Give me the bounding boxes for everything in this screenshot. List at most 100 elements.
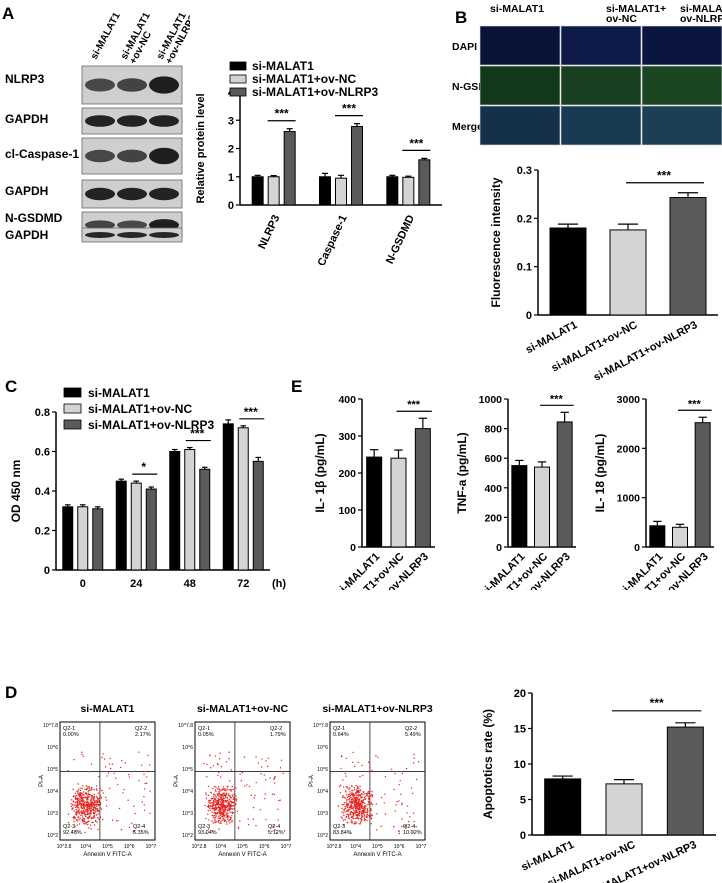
flow-event-dot [356,807,359,809]
flow-event-dot [210,791,212,794]
flow-event-dot [79,794,82,797]
flow-event-dot [219,822,221,825]
flow-event-dot [210,797,213,800]
flow-event-dot [75,811,77,813]
flow-event-dot [370,807,372,810]
flow-event-dot [228,807,230,810]
flow-event-dot [77,806,79,809]
flow-event-dot [73,818,75,820]
flow-event-dot [361,803,364,805]
flow-event-dot [339,791,341,794]
blot-label: GAPDH [5,184,48,198]
flow-event-dot [401,804,403,806]
flow-event-dot [222,796,225,798]
flow-event-dot [370,823,372,825]
if-image [560,65,642,106]
if-column-label: si-MALAT1+ov-NLRP3 [680,3,722,25]
flow-event-dot [360,817,363,819]
flow-event-dot [415,826,417,828]
flow-event-dot [340,816,342,818]
flow-event-dot [215,796,218,798]
blot-label: NLRP3 [5,72,45,86]
flow-event-dot [345,802,348,804]
flow-event-dot [87,817,90,820]
if-image [641,25,722,66]
if-column-label: si-MALAT1+ ov-NC [606,3,666,25]
flow-event-dot [221,798,224,801]
y-tick-label: 15 [514,724,526,736]
flow-event-dot [347,803,350,805]
flow-event-dot [277,799,280,802]
flow-event-dot [76,805,79,807]
flow-event-dot [211,811,213,813]
if-image [479,65,561,106]
bar [251,176,264,206]
if-image [641,65,722,106]
y-tick-label: 0.3 [517,165,532,177]
if-image [479,105,561,146]
flow-event-dot [92,799,94,801]
flow-event-dot [354,812,356,814]
flow-event-dot [207,794,210,797]
flow-event-dot [360,797,362,799]
flow-event-dot [88,794,90,796]
bar [199,468,211,571]
flow-event-dot [94,801,97,803]
flow-event-dot [122,792,124,794]
flow-event-dot [366,794,369,797]
flow-event-dot [97,828,99,831]
y-tick-label: 200 [338,468,356,480]
flow-x-tick: 10^4 [350,844,361,850]
flow-event-dot [75,813,78,815]
flow-event-dot [88,790,90,792]
flow-event-dot [359,775,361,778]
flow-event-dot [401,818,403,820]
flow-event-dot [351,761,354,763]
flow-event-dot [346,805,348,808]
flow-event-dot [87,793,89,796]
flow-event-dot [358,815,360,817]
flow-event-dot [222,806,224,808]
legend-swatch [229,87,247,97]
flow-event-dot [363,819,366,822]
flow-event-dot [227,793,230,795]
flow-event-dot [361,813,363,815]
flow-event-dot [359,795,362,797]
significance-mark: *** [342,102,356,116]
flow-event-dot [346,821,349,824]
flow-event-dot [218,788,221,790]
flow-event-dot [90,803,93,805]
flow-event-dot [226,799,229,802]
blot-band [85,78,115,92]
flow-event-dot [83,800,85,802]
flow-event-dot [412,762,415,764]
y-tick-label: 1000 [479,394,503,406]
flow-event-dot [84,792,87,794]
flow-y-label: PI-A [174,775,180,787]
flow-event-dot [73,817,75,819]
flow-event-dot [213,817,216,819]
flow-event-dot [370,816,372,818]
bar [511,465,528,548]
flow-event-dot [98,801,100,803]
flow-event-dot [347,815,350,817]
flow-event-dot [90,828,92,830]
flow-event-dot [350,816,353,818]
flow-event-dot [253,797,256,799]
flow-event-dot [82,806,85,809]
y-tick-label: 0 [526,310,532,322]
flow-y-label: PI-A [39,775,45,787]
flow-event-dot [345,785,348,788]
flow-event-dot [115,820,118,822]
flow-event-dot [103,758,106,760]
flow-event-dot [221,819,224,821]
flow-event-dot [250,794,253,797]
flow-event-dot [208,801,210,803]
flow-event-dot [131,822,133,824]
flow-event-dot [280,759,283,761]
flow-event-dot [148,764,151,766]
flow-event-dot [350,796,352,799]
flow-event-dot [355,784,357,787]
blot-band [117,231,147,239]
flow-event-dot [78,804,80,806]
